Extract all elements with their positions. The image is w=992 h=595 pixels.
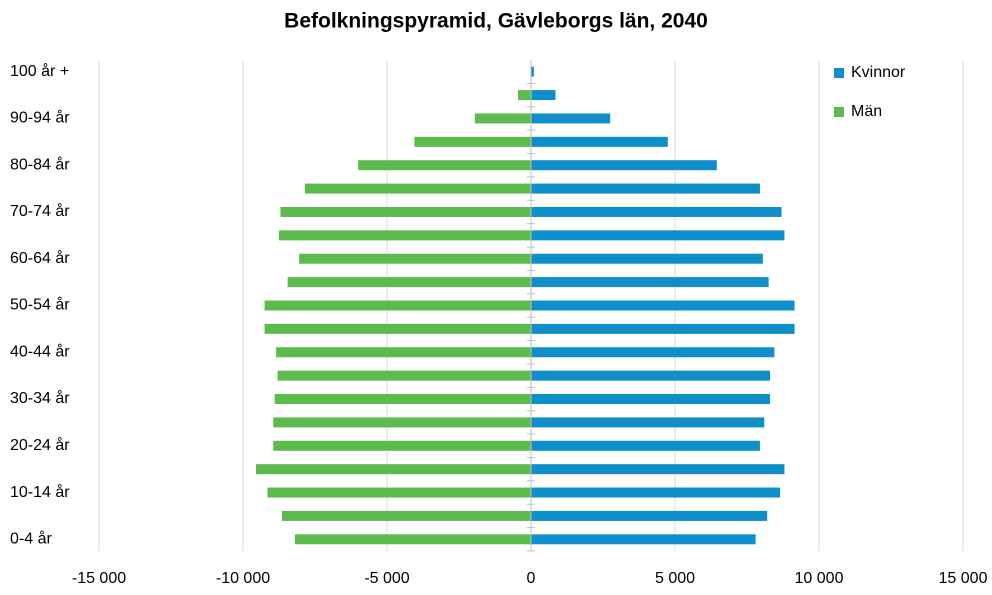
legend-swatch <box>834 107 844 117</box>
bar <box>255 464 531 475</box>
bar <box>531 464 785 475</box>
bar <box>531 394 771 405</box>
bar <box>274 394 531 405</box>
bar <box>294 534 531 545</box>
x-tick-label: -10 000 <box>216 570 270 587</box>
y-tick-label: 10-14 år <box>10 483 70 501</box>
bar <box>531 510 768 521</box>
bar <box>531 277 769 288</box>
bar <box>531 440 760 451</box>
bar <box>531 347 775 358</box>
y-tick-label: 100 år + <box>10 62 69 80</box>
y-tick-label: 40-44 år <box>10 342 70 360</box>
x-tick-label: -5 000 <box>364 570 409 587</box>
bar <box>531 323 795 334</box>
x-tick-label: 15 000 <box>939 570 988 587</box>
bar <box>531 160 717 171</box>
bar <box>518 90 531 101</box>
x-tick-label: 5 000 <box>655 570 695 587</box>
bar <box>531 487 781 498</box>
bar <box>531 230 785 241</box>
chart-title: Befolkningspyramid, Gävleborgs län, 2040 <box>284 10 708 33</box>
bar <box>273 417 531 428</box>
bar <box>531 370 771 381</box>
bar <box>281 510 531 521</box>
bar <box>531 300 795 311</box>
y-tick-label: 0-4 år <box>10 530 52 548</box>
y-tick-label: 90-94 år <box>10 109 70 127</box>
bar <box>414 136 531 147</box>
y-tick-label: 30-34 år <box>10 389 70 407</box>
bar <box>474 113 531 124</box>
bar <box>287 277 531 288</box>
bar <box>531 136 668 147</box>
x-tick-label: 10 000 <box>795 570 844 587</box>
bar <box>264 300 531 311</box>
legend-label: Kvinnor <box>851 64 906 81</box>
bar <box>531 534 756 545</box>
bar <box>273 440 531 451</box>
y-tick-label: 50-54 år <box>10 296 70 314</box>
bar <box>279 230 531 241</box>
bar <box>358 160 531 171</box>
y-tick-label: 20-24 år <box>10 436 70 454</box>
bar <box>531 113 611 124</box>
y-tick-label: 60-64 år <box>10 249 70 267</box>
x-tick-label: -15 000 <box>72 570 126 587</box>
bar <box>299 253 531 264</box>
bar <box>531 417 765 428</box>
legend-swatch <box>834 68 844 78</box>
bar <box>531 90 556 101</box>
legend-label: Män <box>851 103 882 120</box>
bar <box>531 206 782 217</box>
bar <box>277 370 531 381</box>
y-tick-label: 80-84 år <box>10 155 70 173</box>
bar <box>276 347 531 358</box>
bar <box>267 487 531 498</box>
y-tick-label: 70-74 år <box>10 202 70 220</box>
bar <box>531 66 534 77</box>
bar <box>531 183 760 194</box>
bar <box>264 323 531 334</box>
bar <box>531 253 763 264</box>
bar <box>304 183 531 194</box>
bar <box>280 206 531 217</box>
x-tick-label: 0 <box>527 570 536 587</box>
